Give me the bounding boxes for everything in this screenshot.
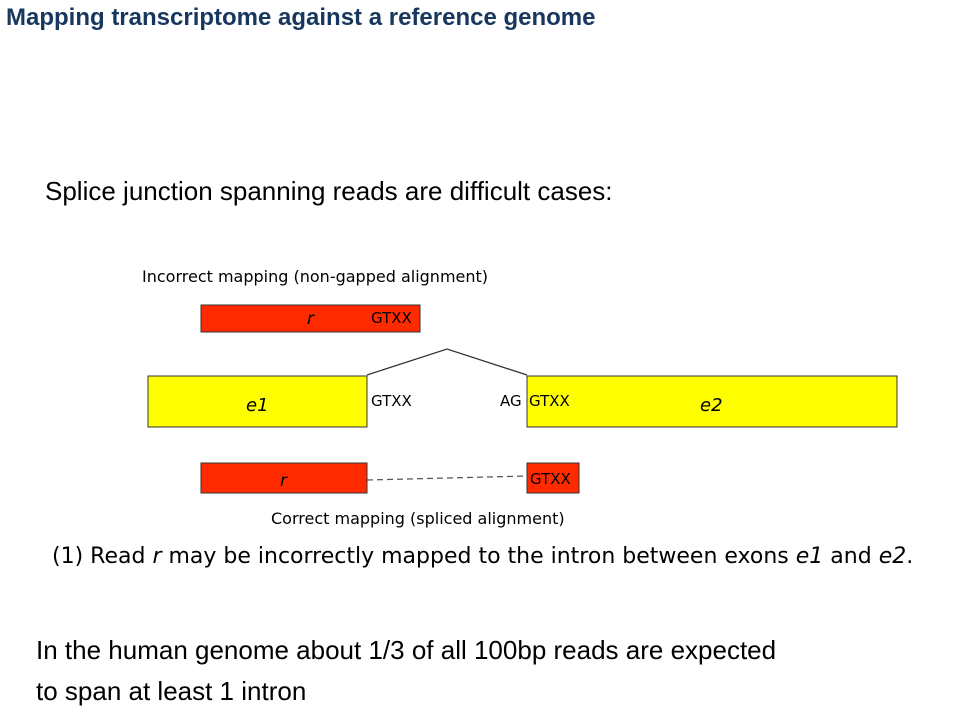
correct-read-part2 — [526, 462, 580, 494]
slide-title: Mapping transcriptome against a referenc… — [6, 4, 596, 31]
caption-text: . — [906, 544, 914, 569]
exon-e2-motif: GTXX — [529, 392, 570, 410]
exon-e2-name: e2 — [700, 395, 723, 416]
footer-line-2: to span at least 1 intron — [36, 676, 307, 706]
caption-text: and — [823, 544, 879, 569]
caption-read: r — [152, 544, 162, 569]
caption-text: may be incorrectly mapped to the intron … — [161, 544, 796, 569]
incorrect-read-name: r — [307, 309, 315, 329]
intron-motif-gtxx: GTXX — [371, 392, 412, 410]
intron-motif-ag: AG — [500, 392, 522, 410]
exon-e1-name: e1 — [246, 395, 269, 416]
correct-read-name: r — [280, 471, 288, 491]
intron-connector — [366, 348, 528, 376]
slide-subtitle: Splice junction spanning reads are diffi… — [45, 176, 613, 206]
caption-exon2: e2 — [878, 544, 907, 569]
exon-e2 — [526, 375, 898, 428]
caption-exon1: e1 — [795, 544, 824, 569]
incorrect-mapping-label: Incorrect mapping (non-gapped alignment) — [142, 267, 488, 286]
splice-gap-line — [366, 475, 528, 481]
correct-read-part1 — [200, 462, 368, 494]
caption-text: (1) Read — [52, 544, 153, 569]
incorrect-read-motif: GTXX — [371, 309, 412, 327]
footer-line-1: In the human genome about 1/3 of all 100… — [36, 635, 777, 665]
incorrect-read-bar — [200, 304, 421, 333]
diagram-caption: (1) Read r may be incorrectly mapped to … — [52, 544, 913, 569]
correct-mapping-label: Correct mapping (spliced alignment) — [271, 509, 565, 528]
footer-text: In the human genome about 1/3 of all 100… — [36, 630, 936, 712]
correct-read-motif: GTXX — [530, 470, 571, 488]
exon-e1 — [147, 375, 368, 428]
